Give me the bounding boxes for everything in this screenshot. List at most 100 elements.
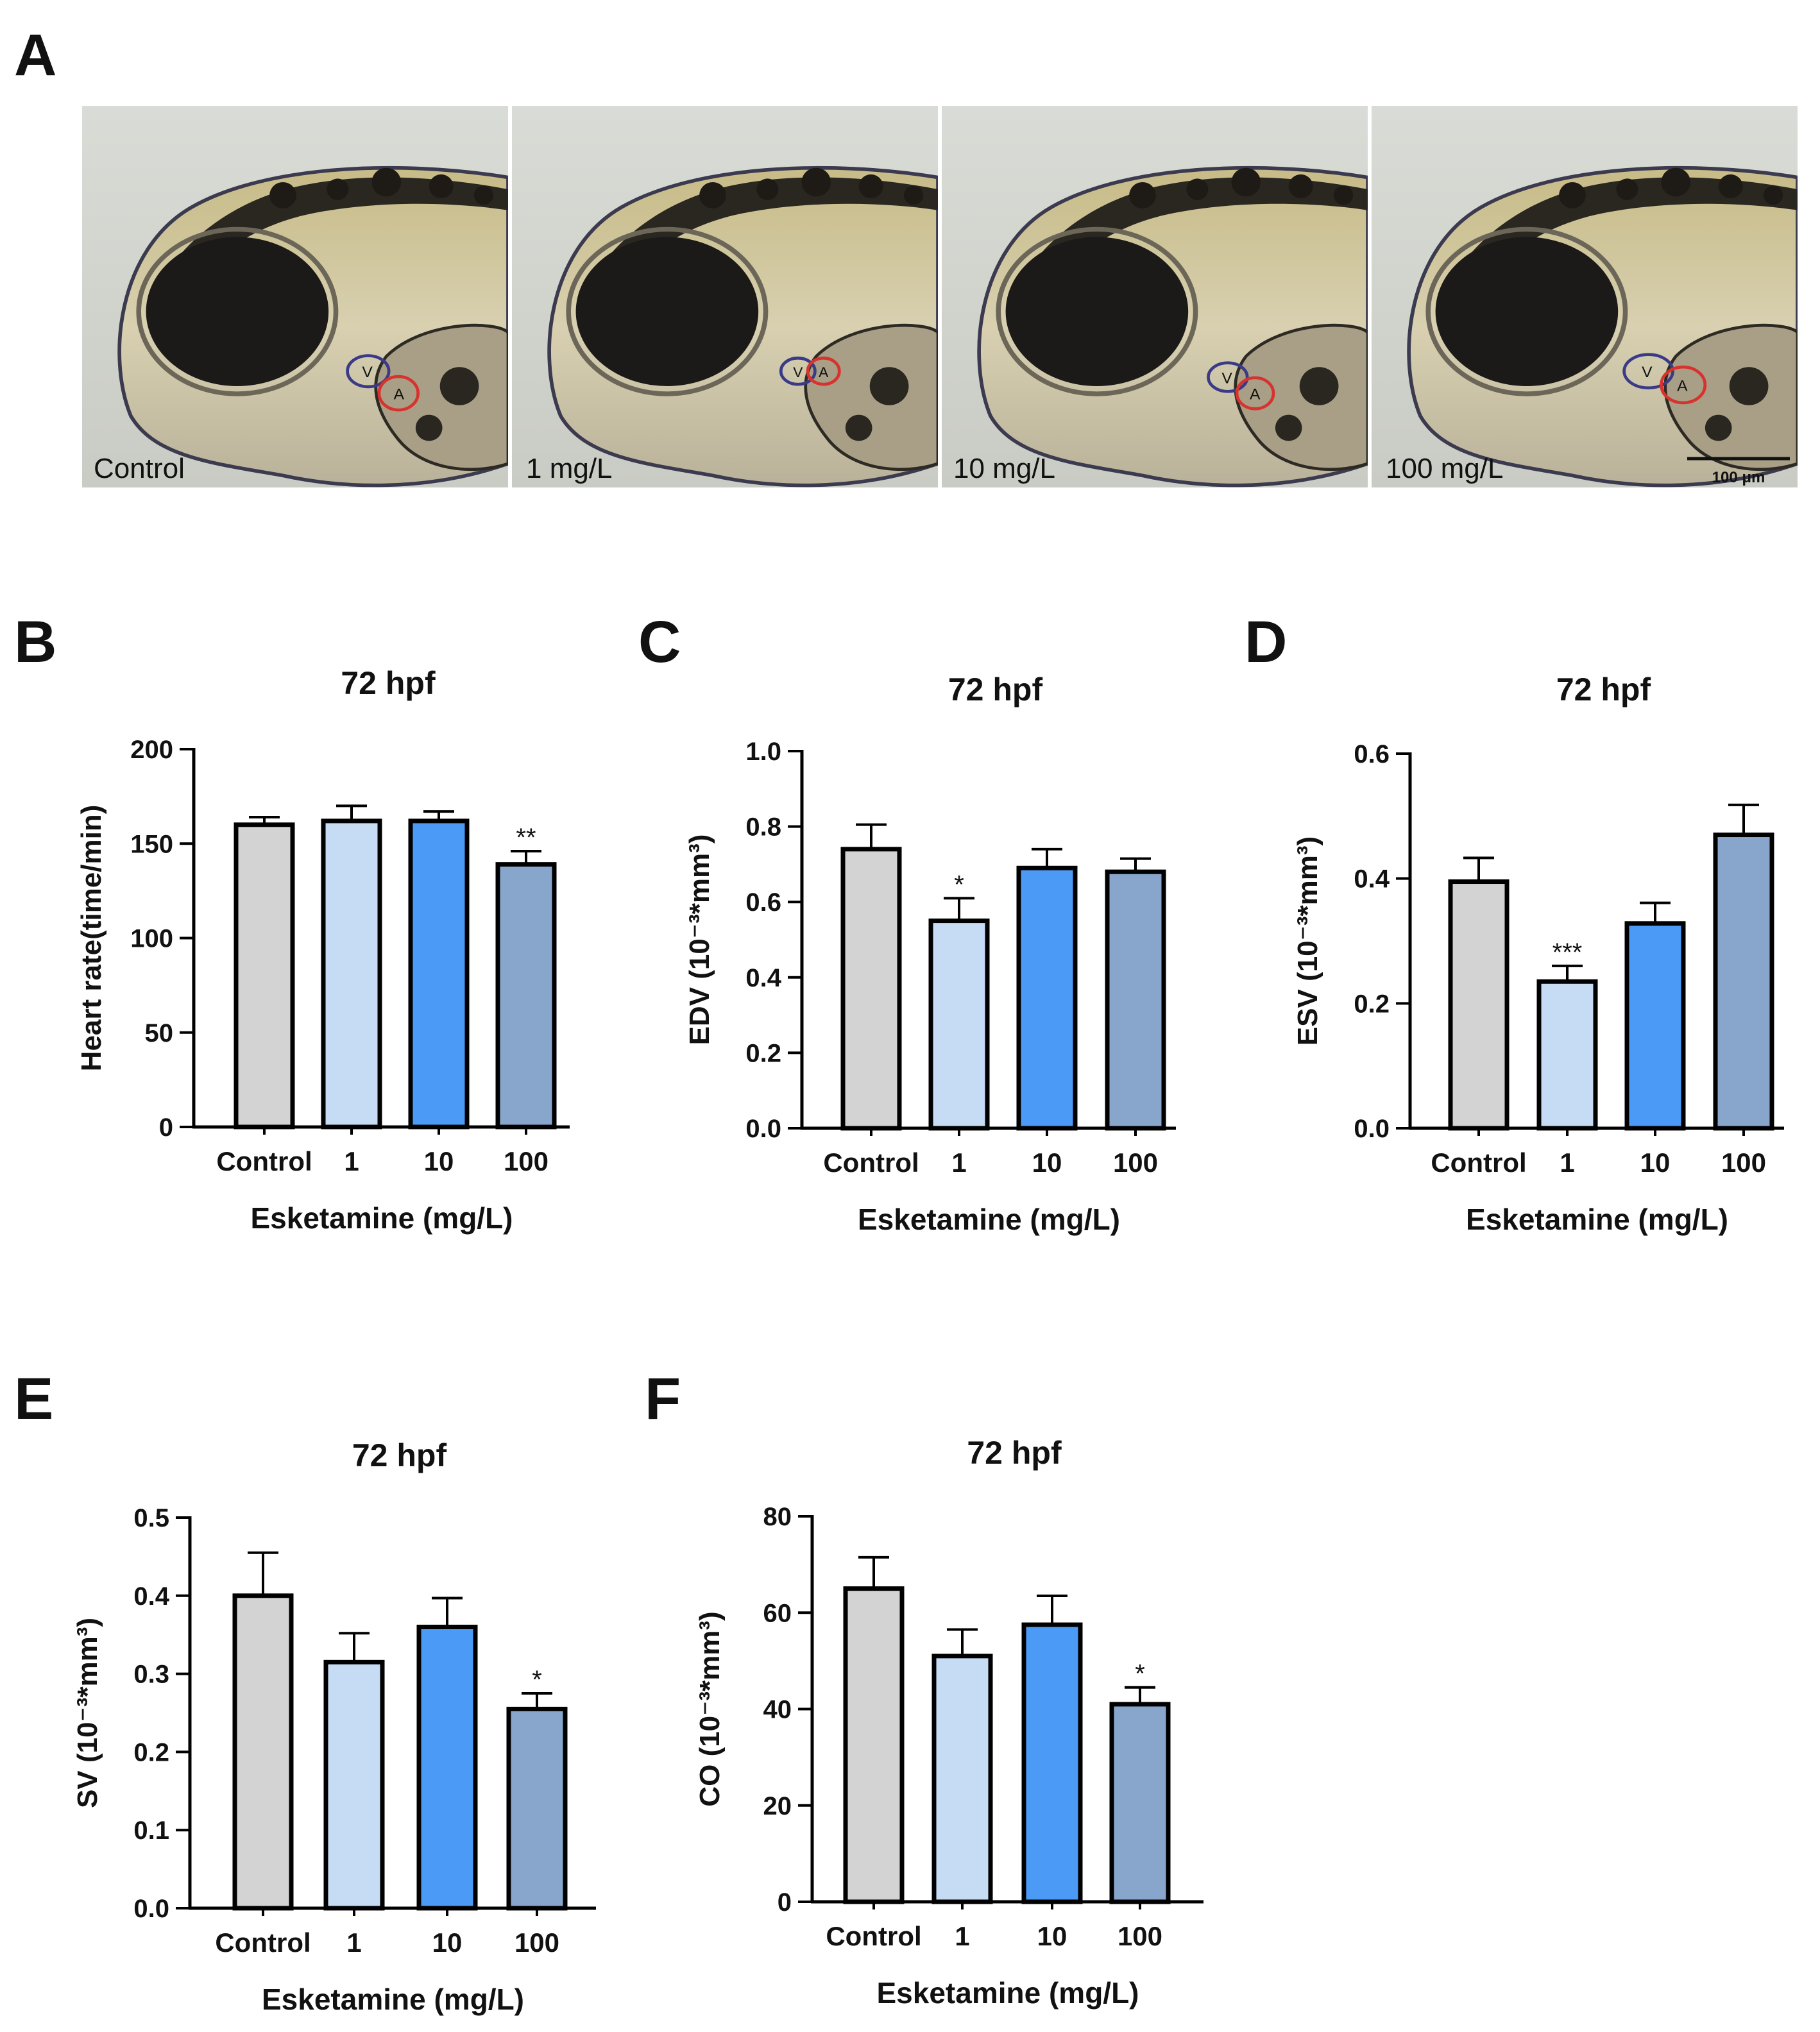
- y-tick-label: 0: [778, 1888, 792, 1917]
- x-tick-label: Control: [216, 1146, 312, 1176]
- x-tick-label: 10: [1032, 1147, 1062, 1178]
- bar-10: [416, 1625, 478, 1911]
- y-tick-label: 0.4: [745, 964, 781, 992]
- photo-10mg: V A 10 mg/L: [942, 106, 1368, 487]
- bar-10: [1021, 1622, 1083, 1904]
- y-tick-label: 0.1: [133, 1816, 169, 1845]
- x-axis-label: Esketamine (mg/L): [858, 1203, 1120, 1236]
- panel-label-c: C: [638, 609, 681, 675]
- y-tick-label: 0.4: [1354, 865, 1390, 893]
- ventricle-label: V: [362, 364, 373, 381]
- bar-control: [234, 822, 295, 1130]
- chart-title: 72 hpf: [967, 1435, 1062, 1471]
- panel-label-d: D: [1245, 609, 1288, 675]
- chart-title: 72 hpf: [948, 672, 1043, 707]
- bar-control: [232, 1593, 294, 1911]
- x-tick-label: 100: [1721, 1147, 1766, 1178]
- y-tick-label: 0.0: [133, 1895, 169, 1923]
- y-tick-label: 0: [159, 1113, 173, 1142]
- x-tick-label: 10: [1640, 1147, 1671, 1178]
- x-axis-label: Esketamine (mg/L): [262, 1983, 524, 2016]
- y-tick-label: 200: [130, 736, 173, 764]
- chart-title: 72 hpf: [352, 1437, 447, 1473]
- significance-marker: **: [516, 824, 536, 852]
- significance-marker: *: [1135, 1660, 1145, 1688]
- x-tick-label: 1: [951, 1147, 966, 1178]
- y-tick-label: 0.8: [745, 813, 781, 842]
- x-tick-label: Control: [823, 1147, 919, 1178]
- atrium-label: A: [1677, 378, 1688, 395]
- significance-marker: *: [532, 1666, 542, 1694]
- panel-label-f: F: [645, 1366, 681, 1432]
- ventricle-label: V: [1221, 370, 1232, 387]
- photo-label-1mg: 1 mg/L: [526, 453, 613, 484]
- atrium-label: A: [394, 386, 405, 403]
- y-tick-label: 1.0: [745, 738, 781, 766]
- bar-1: [1536, 979, 1598, 1131]
- x-tick-label: 100: [1113, 1147, 1158, 1178]
- x-tick-label: 10: [1037, 1921, 1067, 1951]
- photo-label-100mg: 100 mg/L: [1386, 453, 1503, 484]
- panel-label-e: E: [14, 1366, 54, 1432]
- y-tick-label: 0.4: [133, 1582, 169, 1611]
- photo-control: V A Control: [82, 106, 508, 487]
- bar-1: [323, 1659, 385, 1911]
- x-tick-label: 1: [344, 1146, 359, 1176]
- bar-1: [321, 818, 382, 1130]
- bar-100: [506, 1706, 568, 1911]
- bar-1: [928, 919, 990, 1131]
- bar-control: [1448, 879, 1510, 1131]
- y-axis-label: CO (10⁻³*mm³): [694, 1611, 726, 1806]
- x-tick-label: 1: [1560, 1147, 1574, 1178]
- y-axis-label: SV (10⁻³*mm³): [72, 1618, 103, 1808]
- bar-100: [495, 862, 557, 1130]
- chart-title: 72 hpf: [1556, 672, 1651, 707]
- photo-100mg: V A 100 mg/L 100 μm: [1372, 106, 1798, 487]
- y-tick-label: 60: [763, 1599, 792, 1627]
- bar-10: [1624, 921, 1686, 1131]
- x-axis-label: Esketamine (mg/L): [1466, 1203, 1728, 1236]
- y-tick-label: 50: [145, 1019, 174, 1047]
- y-tick-label: 0.2: [133, 1738, 169, 1766]
- x-tick-label: Control: [215, 1927, 310, 1958]
- chart-c: 72 hpf Control * 1 10 100 0.0 0.2 0.4 0.6 0.8 1.0 Es…: [684, 672, 1176, 1236]
- significance-marker: *: [954, 870, 964, 899]
- bar-control: [840, 847, 902, 1131]
- atrium-label: A: [819, 364, 828, 380]
- embryo-photo-strip: V A Control V A 1 mg/L V A 10 mg/L: [82, 106, 1798, 487]
- bar-1: [931, 1654, 993, 1904]
- x-tick-label: Control: [1431, 1147, 1526, 1178]
- y-tick-label: 0.3: [133, 1661, 169, 1689]
- bar-100: [1105, 869, 1166, 1131]
- y-tick-label: 0.2: [1354, 990, 1390, 1018]
- x-tick-label: 1: [346, 1927, 361, 1958]
- y-tick-label: 0.0: [1354, 1115, 1390, 1143]
- x-tick-label: 10: [432, 1927, 463, 1958]
- y-axis-label: Heart rate(time/min): [76, 805, 107, 1072]
- atrium-label: A: [1250, 386, 1261, 403]
- y-axis-label: ESV (10⁻³*mm³): [1292, 836, 1323, 1046]
- photo-1mg: V A 1 mg/L: [512, 106, 938, 487]
- x-tick-label: Control: [826, 1921, 921, 1951]
- chart-title: 72 hpf: [341, 665, 436, 701]
- ventricle-label: V: [1642, 364, 1653, 381]
- bar-10: [1016, 865, 1078, 1131]
- x-tick-label: 100: [1118, 1921, 1162, 1951]
- y-tick-label: 80: [763, 1503, 792, 1531]
- y-tick-label: 0.6: [1354, 740, 1390, 768]
- bar-100: [1713, 833, 1774, 1131]
- y-tick-label: 100: [130, 925, 173, 953]
- x-axis-label: Esketamine (mg/L): [877, 1976, 1139, 2010]
- scale-bar-label: 100 μm: [1712, 469, 1765, 486]
- chart-f: 72 hpf Control 1 10 * 100 0 20 40 60 80 Esketamine …: [694, 1435, 1203, 2010]
- bar-10: [408, 818, 470, 1130]
- y-tick-label: 0.2: [745, 1039, 781, 1067]
- panel-label-b: B: [14, 609, 57, 675]
- y-tick-label: 0.6: [745, 888, 781, 917]
- photo-label-10mg: 10 mg/L: [953, 453, 1055, 484]
- y-tick-label: 40: [763, 1696, 792, 1724]
- significance-marker: ***: [1552, 938, 1583, 967]
- chart-b: 72 hpf Control 1 10 ** 100 0 50 100 150 200 Esketam…: [76, 665, 570, 1235]
- chart-e: 72 hpf Control 1 10 * 100 0.0 0.1 0.2 0.3 0.4 0.5 Es…: [72, 1437, 596, 2016]
